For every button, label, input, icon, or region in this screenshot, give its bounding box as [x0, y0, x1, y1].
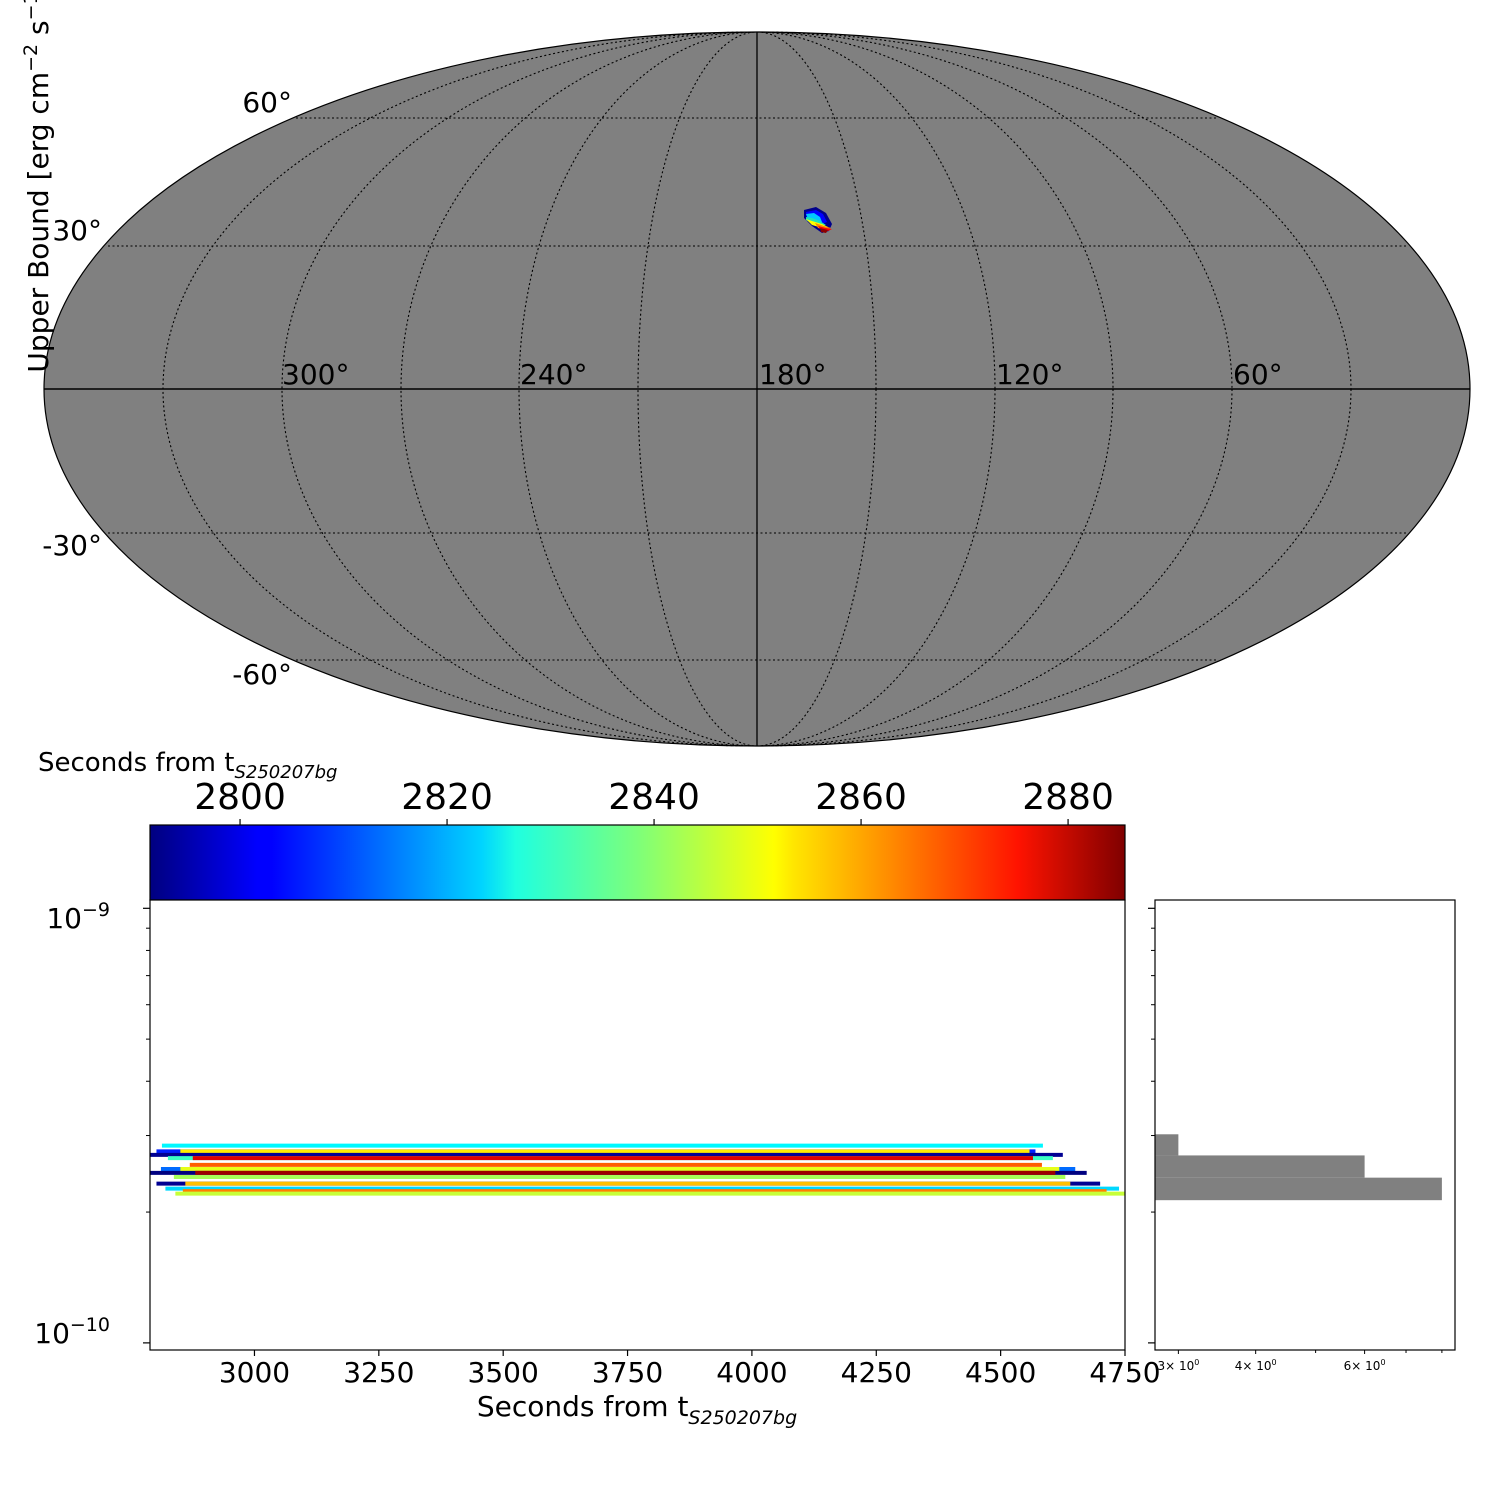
hist-x-tick-label: 4× 100: [1235, 1358, 1277, 1373]
x-tick-label: 3500: [468, 1356, 539, 1389]
lat-label-neg60: -60°: [232, 658, 292, 691]
colorbar-gradient: [149, 824, 1126, 901]
x-tick-label: 3000: [219, 1356, 290, 1389]
lon-label-240: 240°: [520, 358, 587, 391]
lat-label-neg30: -30°: [42, 529, 102, 562]
lat-label-60: 60°: [242, 86, 292, 119]
sky-map: 60° 30° -30° -60° 300° 240° 180° 120° 60…: [42, 31, 1471, 747]
main-y-tick-labels: 10−9 10−10: [34, 899, 110, 1350]
histogram-frame: [1154, 899, 1456, 1351]
colorbar-tick-label: 2800: [194, 777, 286, 818]
x-tick-label: 4750: [1089, 1356, 1160, 1389]
lon-label-180: 180°: [759, 358, 826, 391]
x-tick-label: 4000: [716, 1356, 787, 1389]
colorbar-label: Seconds from tS250207bg: [38, 748, 337, 783]
localization-region: [804, 207, 832, 233]
lon-label-120: 120°: [996, 358, 1063, 391]
main-axes: 3000 3250 3500 3750 4000 4250 4500 4750 Upper B…: [20, 0, 1161, 1429]
colorbar-tick-label: 2880: [1022, 777, 1114, 818]
upper-bound-bars: [150, 1143, 1125, 1196]
main-x-ticks: 3000 3250 3500 3750 4000 4250 4500 4750: [219, 1350, 1161, 1389]
colorbar-tick-label: 2820: [401, 777, 493, 818]
x-tick-label: 4500: [965, 1356, 1036, 1389]
colorbar-ticks: 2800 2820 2840 2860 2880: [194, 777, 1114, 825]
hist-x-tick-label: 6× 100: [1344, 1358, 1386, 1373]
side-histogram-axes: 3× 100 4× 100 6× 100: [1148, 899, 1456, 1373]
x-tick-label: 3250: [343, 1356, 414, 1389]
lon-label-300: 300°: [282, 358, 349, 391]
main-y-ticks: [143, 907, 150, 1344]
latitude-labels: 60° 30° -30° -60°: [42, 86, 292, 691]
parallel-grid: [108, 117, 1406, 661]
histogram-bars: [1155, 1134, 1442, 1201]
x-tick-label: 3750: [592, 1356, 663, 1389]
colorbar-tick-label: 2840: [608, 777, 700, 818]
histogram-y-ticks: [1148, 907, 1155, 1344]
colorbar: Seconds from tS250207bg 2800 2820 2840 2860…: [38, 748, 1126, 901]
lon-label-60: 60°: [1233, 358, 1283, 391]
lat-label-30: 30°: [52, 214, 102, 247]
main-x-axis-label: Seconds from tS250207bg: [477, 1390, 797, 1429]
ytick-label-1e-10: 10−10: [34, 1314, 110, 1350]
ytick-label-1e-9: 10−9: [46, 899, 110, 935]
histogram-bin: [1155, 1177, 1442, 1201]
colorbar-tick-label: 2860: [815, 777, 907, 818]
longitude-labels: 300° 240° 180° 120° 60°: [282, 358, 1283, 391]
main-y-axis-label: Upper Bound [erg cm−2 s−1]: [20, 0, 55, 373]
main-axes-frame: [149, 899, 1126, 1351]
histogram-x-ticks: 3× 100 4× 100 6× 100: [1157, 1350, 1443, 1373]
hist-x-tick-label: 3× 100: [1157, 1358, 1199, 1373]
histogram-bin: [1155, 1155, 1365, 1178]
histogram-bin: [1155, 1134, 1179, 1156]
x-tick-label: 4250: [841, 1356, 912, 1389]
